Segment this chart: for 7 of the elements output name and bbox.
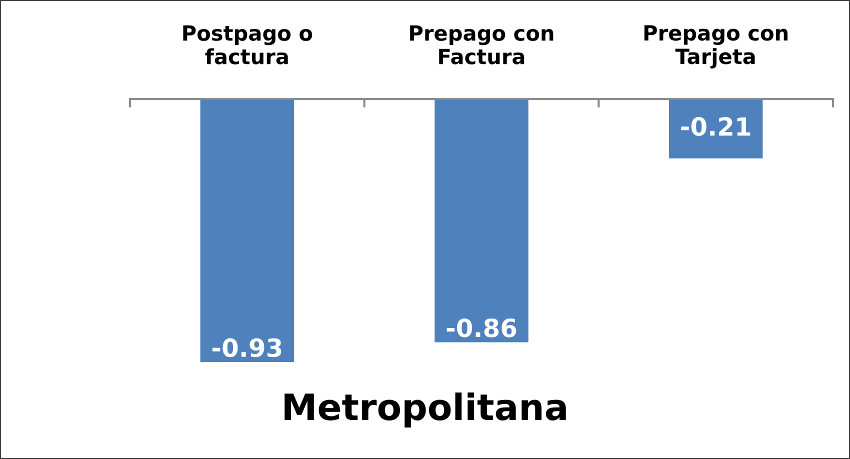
data-label: -0.21 [681, 117, 750, 136]
data-label: -0.93 [212, 338, 282, 358]
text: Metropolitana [284, 392, 566, 428]
x-tick-label: Prepago con Tarjeta [644, 25, 788, 68]
x-tick-label: Postpago o factura [183, 25, 312, 64]
x-tick-label: Prepago con Factura [410, 25, 554, 64]
data-label: -0.86 [446, 318, 516, 338]
